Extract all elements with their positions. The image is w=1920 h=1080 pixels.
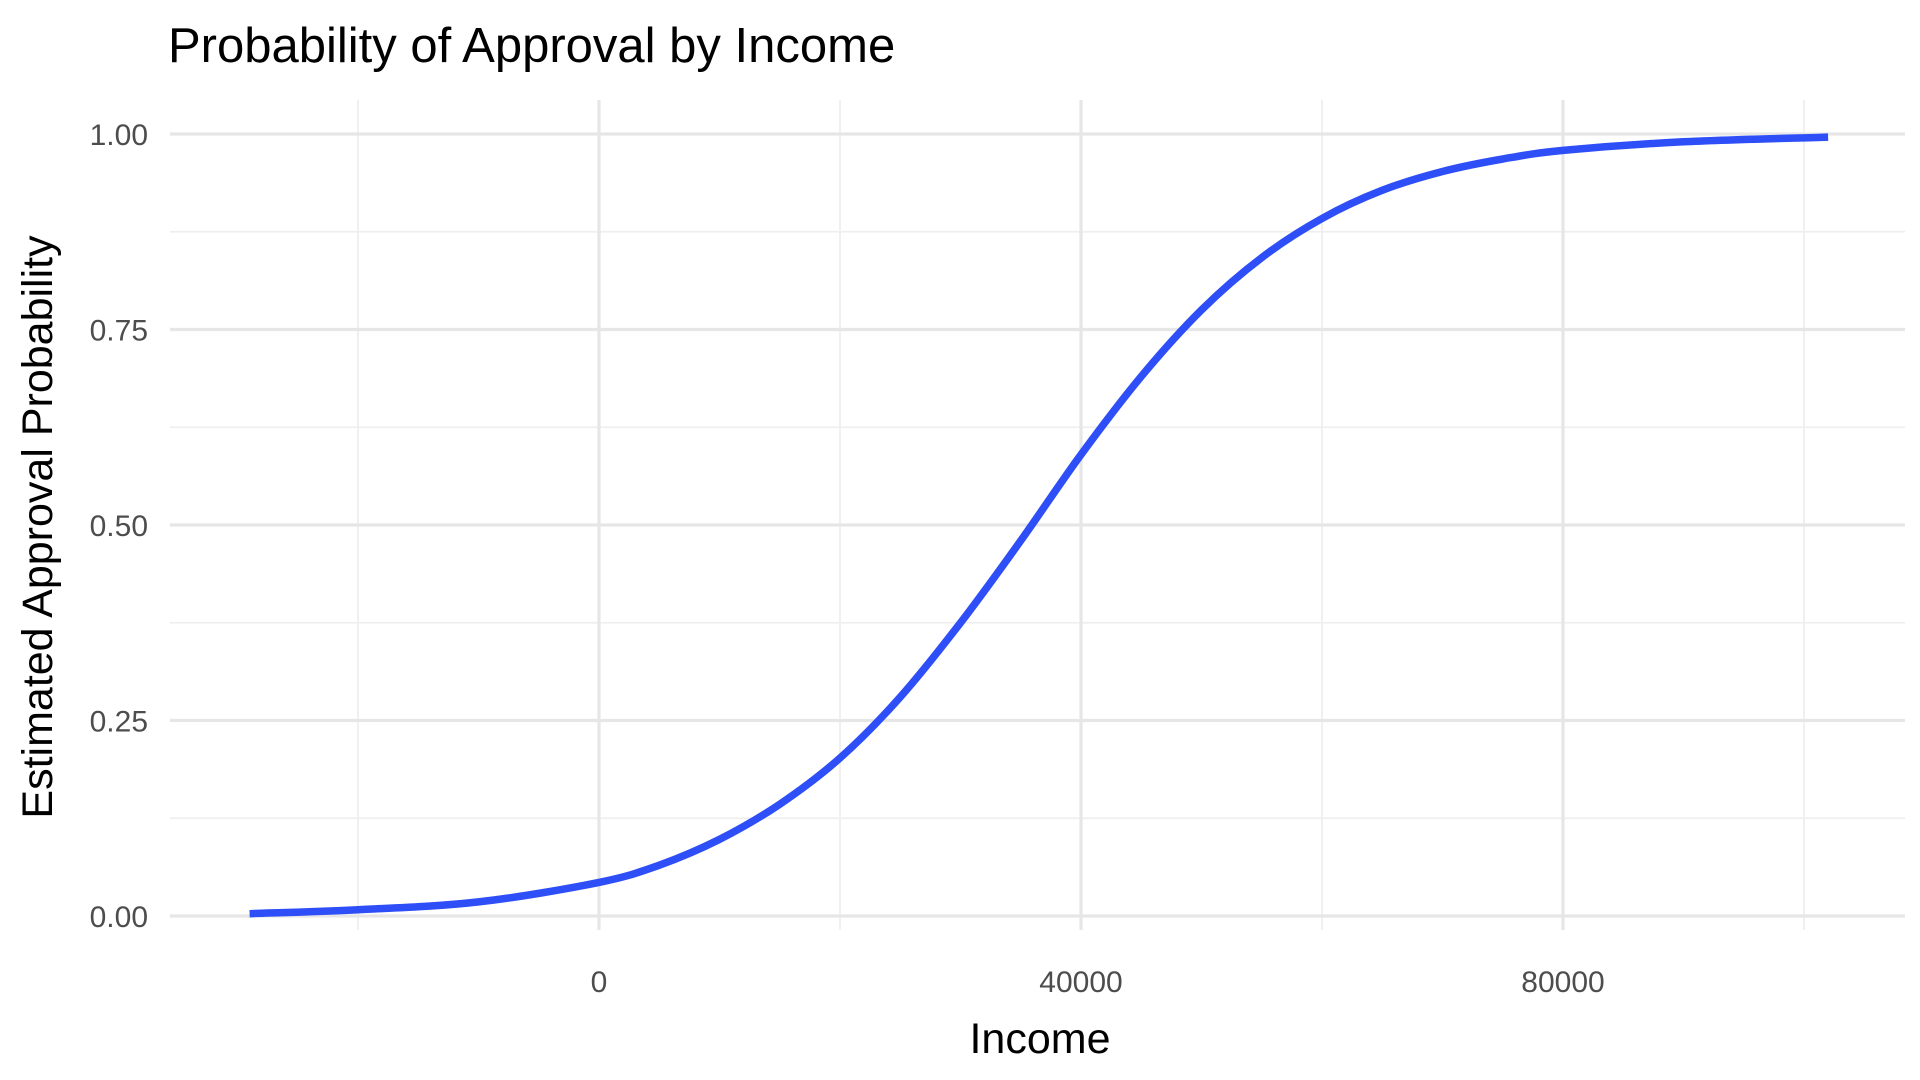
y-tick-label: 0.25 — [90, 706, 148, 739]
x-axis-title: Income — [969, 1015, 1110, 1063]
grid-lines — [170, 100, 1905, 930]
tick-labels: 0.00 0.25 0.50 0.75 1.00 0 40000 80000 — [90, 119, 1605, 999]
x-tick-label: 40000 — [1039, 966, 1122, 999]
y-tick-label: 0.00 — [90, 901, 148, 934]
x-tick-label: 0 — [591, 966, 608, 999]
plot-area — [249, 133, 1829, 918]
chart-title: Probability of Approval by Income — [168, 19, 895, 73]
x-tick-label: 80000 — [1521, 966, 1604, 999]
y-tick-label: 0.50 — [90, 510, 148, 543]
series-line — [249, 133, 1829, 918]
y-axis-title: Estimated Approval Probability — [14, 235, 62, 819]
y-tick-label: 1.00 — [90, 119, 148, 152]
y-tick-label: 0.75 — [90, 315, 148, 348]
